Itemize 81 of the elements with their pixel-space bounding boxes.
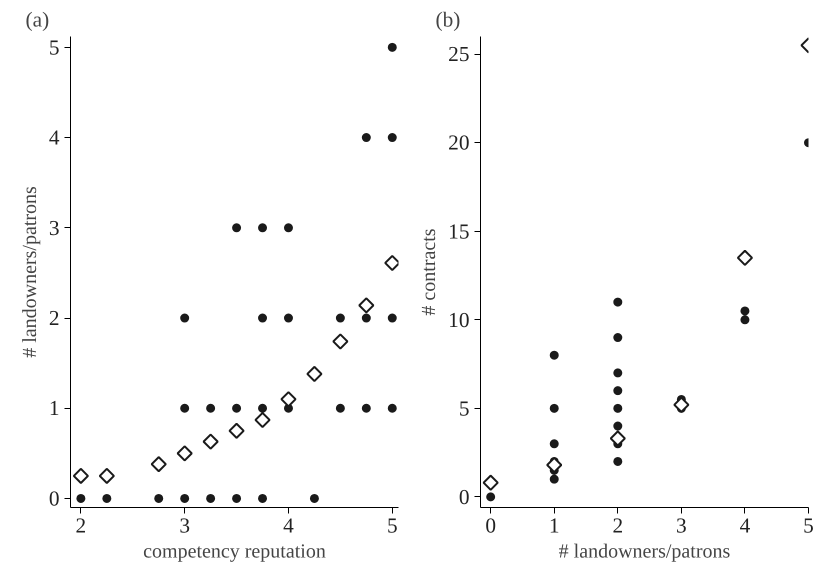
point xyxy=(362,133,371,142)
chart-title: (a) xyxy=(26,8,50,32)
x-tick-label: 0 xyxy=(485,514,496,538)
point xyxy=(332,333,348,350)
point xyxy=(258,494,268,503)
x-tick-label: 2 xyxy=(612,514,624,538)
point xyxy=(613,298,622,307)
y-axis-title: # contracts xyxy=(418,228,440,316)
point xyxy=(102,494,112,503)
point xyxy=(206,404,216,413)
x-tick-label: 3 xyxy=(676,514,687,538)
point xyxy=(550,474,559,484)
point xyxy=(98,468,115,484)
point xyxy=(362,404,371,413)
y-tick-label: 5 xyxy=(48,35,60,60)
point xyxy=(388,404,397,413)
point xyxy=(613,404,622,413)
y-tick-label: 0 xyxy=(458,484,470,509)
y-tick-label: 3 xyxy=(48,216,60,240)
point xyxy=(180,314,190,323)
point xyxy=(228,422,245,439)
point xyxy=(284,314,293,323)
point xyxy=(613,422,622,431)
point xyxy=(284,223,293,232)
point xyxy=(613,333,622,342)
point xyxy=(740,315,750,324)
point xyxy=(76,494,86,503)
point xyxy=(258,314,268,323)
point xyxy=(206,494,216,503)
point xyxy=(388,314,397,323)
y-tick-label: 5 xyxy=(458,396,470,420)
point xyxy=(388,133,397,142)
point xyxy=(388,42,397,52)
point xyxy=(358,297,374,314)
y-tick-label: 10 xyxy=(448,308,470,332)
point xyxy=(613,386,622,396)
point xyxy=(154,494,164,503)
x-tick-label: 4 xyxy=(283,514,294,538)
point xyxy=(202,434,219,450)
y-tick-label: 4 xyxy=(48,126,60,150)
point xyxy=(613,368,622,378)
y-tick-label: 15 xyxy=(448,219,470,244)
point xyxy=(362,314,371,323)
point xyxy=(150,456,167,472)
point xyxy=(232,494,242,503)
y-tick-label: 20 xyxy=(448,130,470,155)
point xyxy=(306,366,322,382)
point xyxy=(258,404,268,413)
point xyxy=(482,474,499,491)
x-axis-title: competency reputation xyxy=(143,540,326,562)
y-tick-label: 2 xyxy=(48,306,60,330)
point xyxy=(232,223,242,232)
point xyxy=(176,445,193,462)
x-tick-label: 3 xyxy=(179,514,190,538)
x-tick-label: 4 xyxy=(740,514,751,538)
chart-title: (b) xyxy=(436,8,460,32)
x-tick-label: 2 xyxy=(76,514,86,538)
point xyxy=(258,223,268,232)
point xyxy=(72,468,89,484)
x-tick-label: 5 xyxy=(803,514,814,538)
point xyxy=(613,456,622,466)
point xyxy=(550,350,559,360)
point xyxy=(180,494,190,503)
point xyxy=(740,306,750,316)
point xyxy=(254,412,271,428)
x-axis-title: # landowners/patrons xyxy=(558,540,731,562)
point xyxy=(336,314,345,323)
point xyxy=(232,404,242,413)
y-tick-label: 1 xyxy=(48,396,60,420)
point xyxy=(180,404,190,413)
point xyxy=(486,492,496,502)
y-axis-title: # landowners/patrons xyxy=(18,186,41,358)
point xyxy=(550,404,559,413)
point xyxy=(310,494,319,503)
point xyxy=(736,250,754,266)
y-tick-label: 25 xyxy=(448,42,470,66)
point xyxy=(550,439,559,448)
x-tick-label: 5 xyxy=(386,514,398,538)
y-tick-label: 0 xyxy=(48,486,60,510)
point xyxy=(336,404,345,413)
x-tick-label: 1 xyxy=(548,514,560,538)
